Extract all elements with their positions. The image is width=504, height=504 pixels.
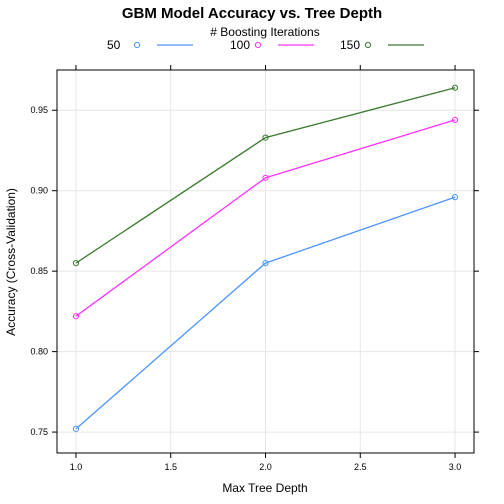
x-tick-label: 2.0 (259, 462, 272, 472)
legend-marker-100 (254, 41, 262, 49)
data-point-100 (451, 116, 459, 123)
legend-marker-50 (133, 41, 141, 49)
series-group (72, 84, 459, 432)
x-tick-label: 3.0 (449, 462, 462, 472)
y-tick-label: 0.90 (30, 186, 48, 196)
y-tick-label: 0.75 (30, 427, 48, 437)
data-point-150 (72, 260, 80, 267)
data-point-150 (451, 84, 459, 91)
x-tick-label: 2.5 (354, 462, 367, 472)
y-tick-label: 0.85 (30, 266, 48, 276)
data-point-50 (451, 194, 459, 201)
x-tick-label: 1.0 (70, 462, 83, 472)
y-axis-label: Accuracy (Cross-Validation) (4, 188, 18, 336)
series-line-150 (75, 87, 456, 264)
legend-label-50: 50 (107, 38, 121, 52)
series-line-50 (75, 196, 456, 430)
data-point-100 (72, 313, 80, 320)
legend-label-100: 100 (230, 38, 250, 52)
data-point-50 (72, 425, 80, 432)
chart-title: GBM Model Accuracy vs. Tree Depth (122, 5, 382, 22)
legend: 50 100 150 (107, 38, 424, 52)
data-point-100 (262, 174, 269, 181)
legend-title: # Boosting Iterations (210, 25, 319, 39)
y-tick-label: 0.80 (30, 347, 48, 357)
data-point-150 (262, 134, 269, 141)
x-axis-label: Max Tree Depth (222, 481, 307, 495)
grid (57, 70, 474, 453)
y-tick-label: 0.95 (30, 105, 48, 115)
series-line-100 (75, 119, 456, 317)
legend-marker-150 (364, 41, 372, 49)
legend-label-150: 150 (340, 38, 360, 52)
axis-ticks: 1.0 1.5 2.0 2.5 3.0 0.75 0.80 0.85 0.90 0.95 (30, 65, 479, 472)
x-tick-label: 1.5 (164, 462, 177, 472)
data-point-50 (262, 260, 269, 267)
